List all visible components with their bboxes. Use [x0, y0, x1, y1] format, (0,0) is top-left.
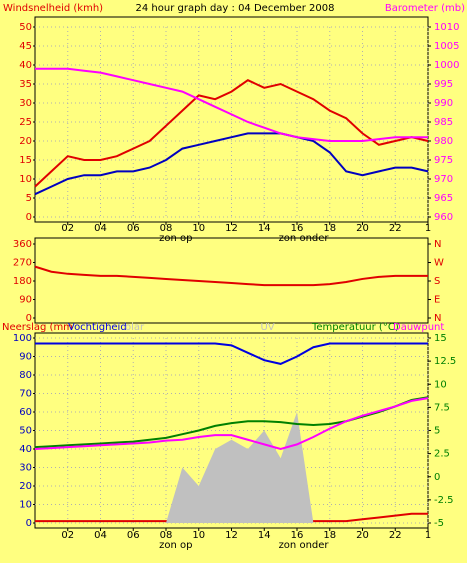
x-tick-label: 18 [323, 223, 336, 234]
line [34, 265, 428, 287]
y-tick-label: 10 [19, 500, 32, 511]
y2-tick-label: N [434, 313, 441, 324]
x-tick-label: 02 [61, 530, 74, 541]
y-tick-label: 100 [13, 333, 32, 344]
y-tick-label: 0 [26, 518, 32, 529]
x-tick-label: 10 [192, 223, 205, 234]
x-tick-label: 08 [160, 223, 173, 234]
y-tick-label: 360 [13, 239, 32, 250]
x-tick-label: 14 [258, 530, 271, 541]
x-tick-label: 02 [61, 223, 74, 234]
y-tick-label: 15 [19, 155, 32, 166]
y-tick-label: 180 [13, 276, 32, 287]
y-tick-label: 0 [26, 313, 32, 324]
x-tick-label: 22 [389, 530, 402, 541]
y2-tick-label: 5 [434, 426, 440, 437]
annotation: zon onder [279, 540, 330, 551]
annotation: zon op [159, 540, 192, 551]
y2-tick-label: 970 [434, 174, 453, 185]
line [34, 79, 429, 188]
x-tick-label: 12 [225, 223, 238, 234]
line [34, 132, 429, 196]
line [35, 67, 428, 142]
y-tick-label: 25 [19, 117, 32, 128]
y2-tick-label: N [434, 239, 441, 250]
y-tick-label: 40 [19, 60, 32, 71]
y-tick-label: 40 [19, 444, 32, 455]
y2-tick-label: 0 [434, 472, 440, 483]
legend-label: Neerslag (mm [2, 322, 73, 333]
y2-tick-label: S [434, 276, 440, 287]
header-label: Windsnelheid (kmh) [3, 3, 103, 14]
x-tick-label: 20 [356, 223, 369, 234]
x-tick-label: 22 [389, 223, 402, 234]
line [35, 342, 428, 365]
y-tick-label: 30 [19, 463, 32, 474]
x-tick-label: 16 [291, 530, 304, 541]
area [35, 412, 428, 523]
y-tick-label: 20 [19, 481, 32, 492]
y2-tick-label: 960 [434, 212, 453, 223]
x-tick-label: 04 [94, 530, 107, 541]
x-tick-label: 06 [127, 530, 140, 541]
y-tick-label: 270 [13, 258, 32, 269]
header-label: Barometer (mb) [385, 3, 465, 14]
line [34, 397, 429, 451]
y-tick-label: 90 [19, 352, 32, 363]
y-tick-label: 50 [19, 426, 32, 437]
x-tick-label: 12 [225, 530, 238, 541]
x-tick-label: 06 [127, 223, 140, 234]
x-tick-label: 1 [425, 223, 431, 234]
y2-tick-label: 985 [434, 117, 453, 128]
x-tick-label: 18 [323, 530, 336, 541]
y-tick-label: 90 [19, 295, 32, 306]
x-tick-label: 08 [160, 530, 173, 541]
y2-tick-label: 975 [434, 155, 453, 166]
y-tick-label: 80 [19, 370, 32, 381]
y2-tick-label: 12.5 [434, 356, 456, 367]
y2-tick-label: 15 [434, 333, 447, 344]
y2-tick-label: 1005 [434, 41, 459, 52]
y2-tick-label: 2.5 [434, 449, 450, 460]
x-tick-label: 10 [192, 530, 205, 541]
y-tick-label: 10 [19, 174, 32, 185]
y-tick-label: 20 [19, 136, 32, 147]
legend-label: Vochtigheid [68, 322, 127, 333]
y2-tick-label: E [434, 295, 440, 306]
y2-tick-label: 10 [434, 379, 447, 390]
y2-tick-label: 965 [434, 193, 453, 204]
y-tick-label: 30 [19, 98, 32, 109]
annotation: UV [260, 322, 274, 333]
y2-tick-label: W [434, 258, 444, 269]
y-tick-label: 45 [19, 41, 32, 52]
header-label: 24 hour graph day : 04 December 2008 [136, 3, 335, 14]
y-tick-label: 0 [26, 212, 32, 223]
y2-tick-label: -2.5 [434, 495, 454, 506]
x-tick-label: 1 [425, 530, 431, 541]
y2-tick-label: 995 [434, 79, 453, 90]
y-tick-label: 50 [19, 22, 32, 33]
y2-tick-label: -5 [434, 518, 444, 529]
legend-label: olar [125, 322, 145, 333]
x-tick-label: 16 [291, 223, 304, 234]
y-tick-label: 5 [26, 193, 32, 204]
y2-tick-label: 980 [434, 136, 453, 147]
y-tick-label: 70 [19, 389, 32, 400]
x-tick-label: 20 [356, 530, 369, 541]
y-tick-label: 60 [19, 407, 32, 418]
y-tick-label: 35 [19, 79, 32, 90]
y2-tick-label: 1000 [434, 60, 459, 71]
y2-tick-label: 990 [434, 98, 453, 109]
x-tick-label: 04 [94, 223, 107, 234]
y2-tick-label: 1010 [434, 22, 459, 33]
y2-tick-label: 7.5 [434, 402, 450, 413]
x-tick-label: 14 [258, 223, 271, 234]
legend-label: Temperatuur (°C) [311, 322, 399, 333]
legend-label: Dauwpunt [393, 322, 444, 333]
